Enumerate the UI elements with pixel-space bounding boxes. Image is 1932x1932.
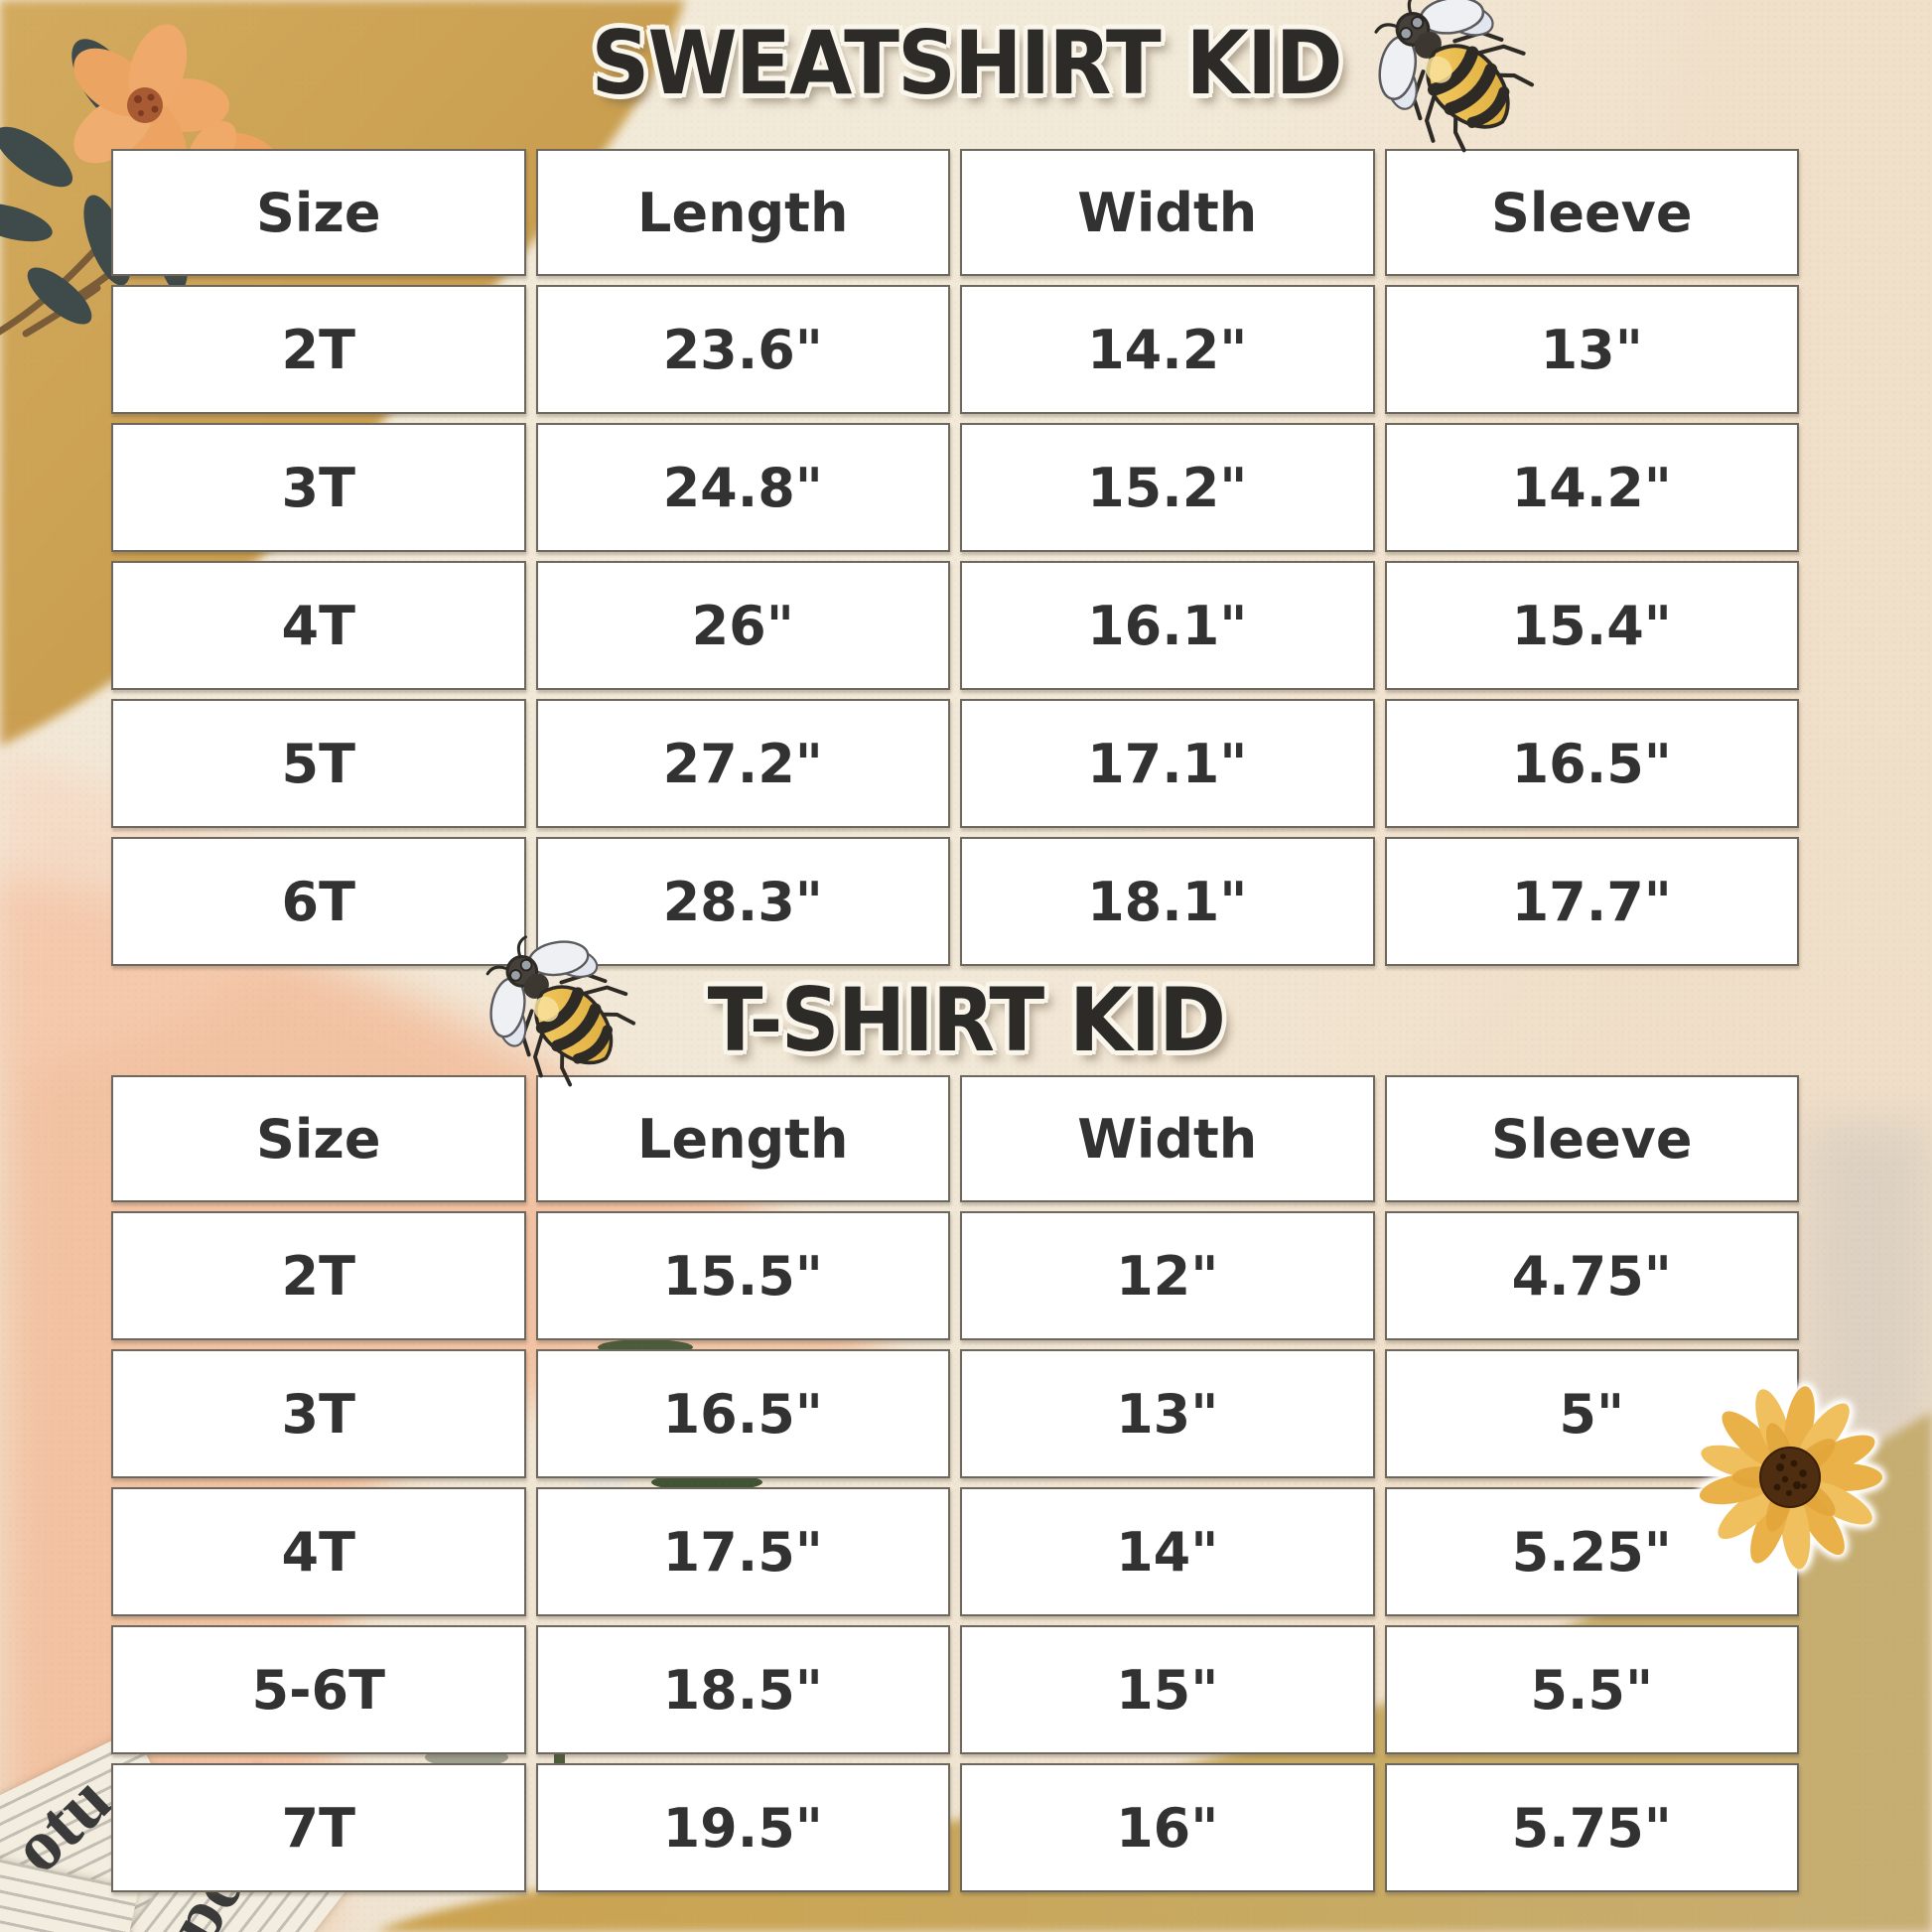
measurement-cell: 17.7" xyxy=(1384,837,1799,966)
measurement-cell: 15.2" xyxy=(960,423,1375,552)
measurement-cell: 27.2" xyxy=(535,699,950,828)
bee-icon xyxy=(466,916,660,1111)
sunflower-petals xyxy=(1699,1386,1882,1570)
measurement-cell: 14.2" xyxy=(960,285,1375,414)
sweatshirt-size-table: Size Length Width Sleeve 2T 23.6" 14.2" 13" 3T 24… xyxy=(111,149,1799,966)
measurement-cell: 28.3" xyxy=(535,837,950,966)
size-cell: 2T xyxy=(111,285,526,414)
size-cell: 3T xyxy=(111,1349,526,1478)
measurement-cell: 17.5" xyxy=(535,1487,950,1616)
measurement-cell: 18.1" xyxy=(960,837,1375,966)
measurement-cell: 16.1" xyxy=(960,561,1375,690)
header-cell: Length xyxy=(535,149,950,276)
measurement-cell: 12" xyxy=(960,1211,1375,1340)
gray-wash-right xyxy=(1807,1122,1932,1449)
sunflower-center xyxy=(1759,1447,1821,1508)
header-cell: Size xyxy=(111,149,526,276)
measurement-cell: 14" xyxy=(960,1487,1375,1616)
measurement-cell: 13" xyxy=(1384,285,1799,414)
size-cell: 4T xyxy=(111,561,526,690)
sunflower-icon xyxy=(1699,1386,1882,1570)
measurement-cell: 15.5" xyxy=(535,1211,950,1340)
measurement-cell: 13" xyxy=(960,1349,1375,1478)
measurement-cell: 24.8" xyxy=(535,423,950,552)
size-cell: 7T xyxy=(111,1763,526,1892)
measurement-cell: 5.25" xyxy=(1384,1487,1799,1616)
measurement-cell: 5.75" xyxy=(1384,1763,1799,1892)
measurement-cell: 16.5" xyxy=(535,1349,950,1478)
measurement-cell: 26" xyxy=(535,561,950,690)
measurement-cell: 5.5" xyxy=(1384,1625,1799,1754)
measurement-cell: 15.4" xyxy=(1384,561,1799,690)
measurement-cell: 14.2" xyxy=(1384,423,1799,552)
sweatshirt-section-title: SWEATSHIRT KID xyxy=(0,12,1932,114)
header-cell: Size xyxy=(111,1075,526,1202)
size-cell: 4T xyxy=(111,1487,526,1616)
sunflower-seeds xyxy=(1773,1453,1807,1496)
measurement-cell: 18.5" xyxy=(535,1625,950,1754)
size-cell: 5T xyxy=(111,699,526,828)
header-cell: Sleeve xyxy=(1384,1075,1799,1202)
measurement-cell: 23.6" xyxy=(535,285,950,414)
size-cell: 2T xyxy=(111,1211,526,1340)
measurement-cell: 4.75" xyxy=(1384,1211,1799,1340)
measurement-cell: 16" xyxy=(960,1763,1375,1892)
header-cell: Length xyxy=(535,1075,950,1202)
size-cell: 3T xyxy=(111,423,526,552)
measurement-cell: 17.1" xyxy=(960,699,1375,828)
tshirt-section-title: T-SHIRT KID xyxy=(0,969,1932,1071)
header-cell: Width xyxy=(960,149,1375,276)
header-cell: Width xyxy=(960,1075,1375,1202)
header-cell: Sleeve xyxy=(1384,149,1799,276)
tshirt-size-table: Size Length Width Sleeve 2T 15.5" 12" 4.75" 3T 16… xyxy=(111,1075,1799,1892)
page-title-2: T-SHIRT KID xyxy=(707,969,1227,1071)
measurement-cell: 16.5" xyxy=(1384,699,1799,828)
size-cell: 6T xyxy=(111,837,526,966)
size-cell: 5-6T xyxy=(111,1625,526,1754)
measurement-cell: 15" xyxy=(960,1625,1375,1754)
page-title: SWEATSHIRT KID xyxy=(591,12,1342,114)
measurement-cell: 19.5" xyxy=(535,1763,950,1892)
